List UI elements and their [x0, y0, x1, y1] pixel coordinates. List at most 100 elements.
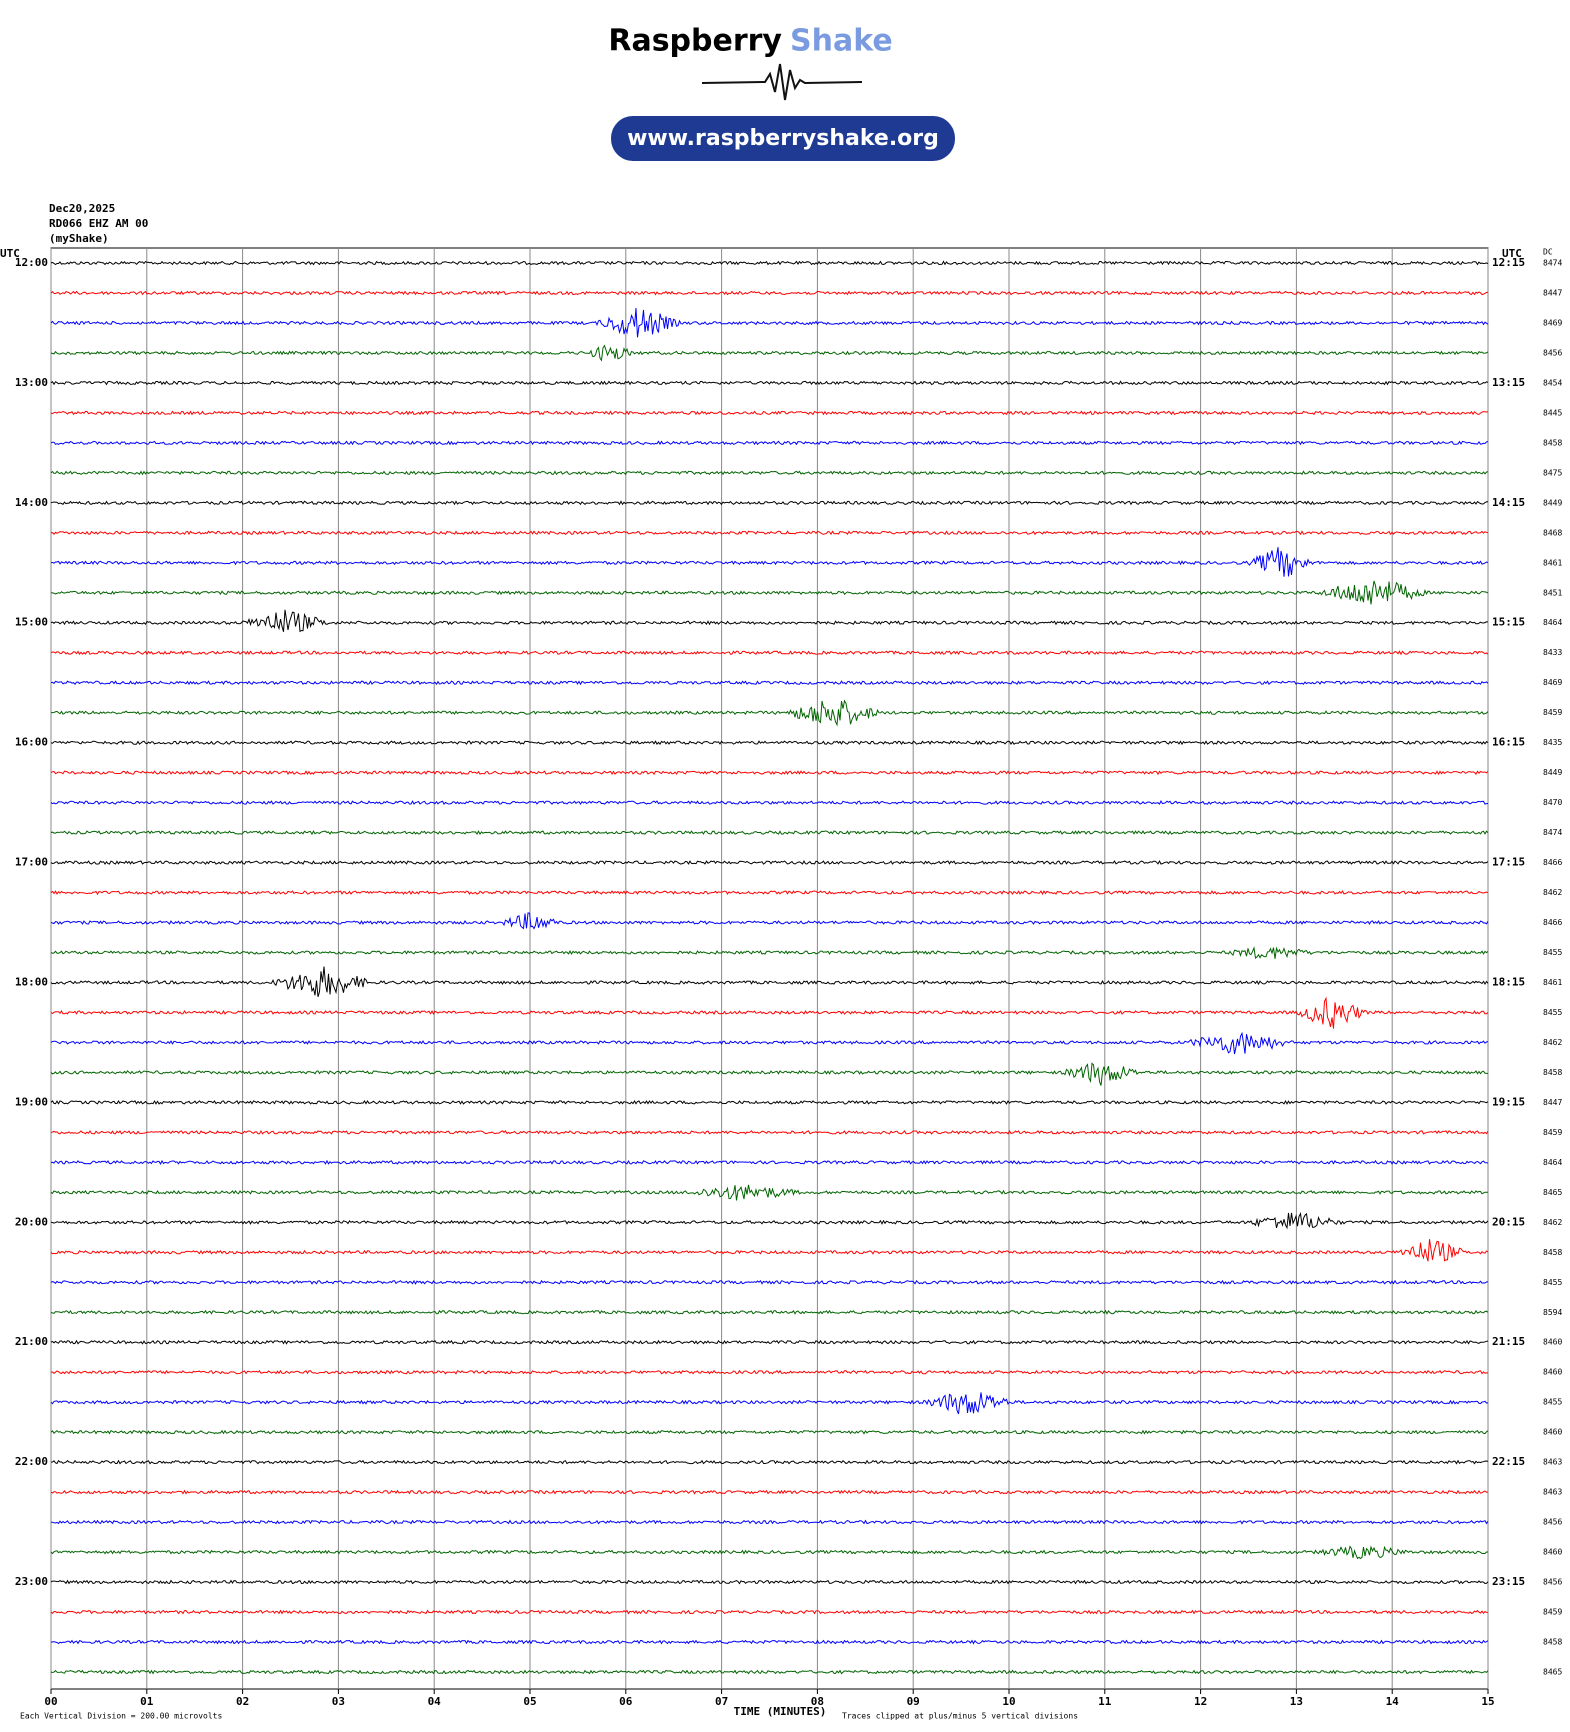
left-time-label: 15:00 [15, 616, 48, 629]
brand-accent: Shake [790, 24, 893, 59]
left-time-label: 13:00 [15, 376, 48, 389]
x-tick-label: 15 [1481, 1695, 1494, 1708]
dc-value: 8464 [1543, 618, 1562, 627]
dc-value: 8459 [1543, 1608, 1562, 1617]
trace [50, 1062, 1489, 1086]
dc-value: 8469 [1543, 318, 1562, 327]
trace [50, 1184, 1489, 1201]
trace [50, 530, 1489, 536]
dc-value: 8468 [1543, 528, 1562, 537]
x-axis-label: TIME (MINUTES) [734, 1705, 827, 1718]
trace [50, 996, 1489, 1029]
right-time-label: 15:15 [1492, 616, 1525, 629]
trace [50, 609, 1489, 633]
x-tick-label: 00 [44, 1695, 57, 1708]
left-time-label: 19:00 [15, 1095, 48, 1108]
trace [50, 1545, 1488, 1560]
trace [50, 1309, 1489, 1315]
dc-value: 8456 [1543, 348, 1562, 357]
x-tick-label: 03 [332, 1695, 345, 1708]
x-tick-label: 04 [428, 1695, 442, 1708]
left-time-label: 12:00 [15, 256, 48, 269]
trace [50, 800, 1489, 806]
trace [50, 308, 1489, 338]
x-tick-label: 11 [1098, 1695, 1112, 1708]
dc-value: 8447 [1543, 288, 1562, 297]
right-time-label: 19:15 [1492, 1095, 1525, 1108]
trace [50, 260, 1489, 266]
dc-value: 8461 [1543, 558, 1562, 567]
trace [50, 770, 1489, 776]
dc-value: 8462 [1543, 1038, 1562, 1047]
trace [50, 580, 1489, 605]
url[interactable]: www.raspberryshake.org [627, 126, 939, 151]
dc-value: 8461 [1543, 978, 1562, 987]
dc-value: 8458 [1543, 1248, 1562, 1257]
left-time-label: 17:00 [15, 856, 48, 869]
trace [50, 290, 1489, 296]
trace [50, 440, 1489, 446]
owner: (myShake) [49, 232, 109, 245]
brand: Raspberry [608, 24, 782, 59]
url-pill[interactable] [611, 116, 955, 161]
left-time-label: 18:00 [15, 975, 48, 988]
x-tick-label: 06 [619, 1695, 633, 1708]
dc-value: 8455 [1543, 1278, 1562, 1287]
left-time-label: 21:00 [15, 1335, 48, 1348]
x-tick-label: 02 [236, 1695, 249, 1708]
trace [50, 680, 1489, 686]
trace [50, 1609, 1489, 1615]
dc-value: 8454 [1543, 378, 1562, 387]
trace [50, 1239, 1489, 1262]
dc-value: 8460 [1543, 1428, 1562, 1437]
x-tick-label: 09 [907, 1695, 920, 1708]
x-tick-label: 13 [1290, 1695, 1303, 1708]
left-time-label: 16:00 [15, 736, 48, 749]
dc-value: 8456 [1543, 1518, 1562, 1527]
right-axis-label: UTC [1502, 247, 1522, 260]
dc-value: 8455 [1543, 1398, 1562, 1407]
trace [50, 1489, 1489, 1495]
dc-value: 8460 [1543, 1338, 1562, 1347]
right-time-label: 22:15 [1492, 1455, 1525, 1468]
x-tick-label: 08 [811, 1695, 824, 1708]
dc-value: 8465 [1543, 1668, 1562, 1677]
trace [50, 1031, 1489, 1055]
date: Dec20,2025 [49, 202, 115, 215]
dc-value: 8462 [1543, 888, 1562, 897]
left-time-label: 23:00 [15, 1575, 48, 1588]
trace [50, 380, 1489, 386]
dc-value: 8594 [1543, 1308, 1562, 1317]
trace [50, 912, 1489, 930]
x-tick-label: 01 [140, 1695, 154, 1708]
left-time-label: 22:00 [15, 1455, 48, 1468]
clip-note: Traces clipped at plus/minus 5 vertical … [842, 1712, 1078, 1721]
trace [50, 1459, 1489, 1465]
trace [50, 1519, 1489, 1525]
dc-value: 8464 [1543, 1158, 1562, 1167]
trace [50, 344, 1489, 362]
trace [50, 890, 1489, 896]
right-time-label: 12:15 [1492, 256, 1525, 269]
dc-value: 8460 [1543, 1368, 1562, 1377]
dc-value: 8459 [1543, 708, 1562, 717]
dc-value: 8463 [1543, 1458, 1562, 1467]
x-tick-label: 07 [715, 1695, 728, 1708]
dc-value: 8451 [1543, 588, 1562, 597]
x-tick-label: 10 [1002, 1695, 1015, 1708]
right-time-label: 23:15 [1492, 1575, 1525, 1588]
dc-value: 8463 [1543, 1488, 1562, 1497]
right-time-label: 17:15 [1492, 856, 1525, 869]
trace [50, 830, 1489, 836]
trace [50, 946, 1489, 960]
dc-value: 8459 [1543, 1128, 1562, 1137]
right-time-label: 14:15 [1492, 496, 1525, 509]
dc-value: 8470 [1543, 798, 1562, 807]
right-time-label: 16:15 [1492, 736, 1525, 749]
dc-value: 8474 [1543, 259, 1562, 268]
trace [50, 500, 1489, 506]
dc-value: 8474 [1543, 828, 1562, 837]
trace [50, 1099, 1489, 1105]
dc-value: 8465 [1543, 1188, 1562, 1197]
